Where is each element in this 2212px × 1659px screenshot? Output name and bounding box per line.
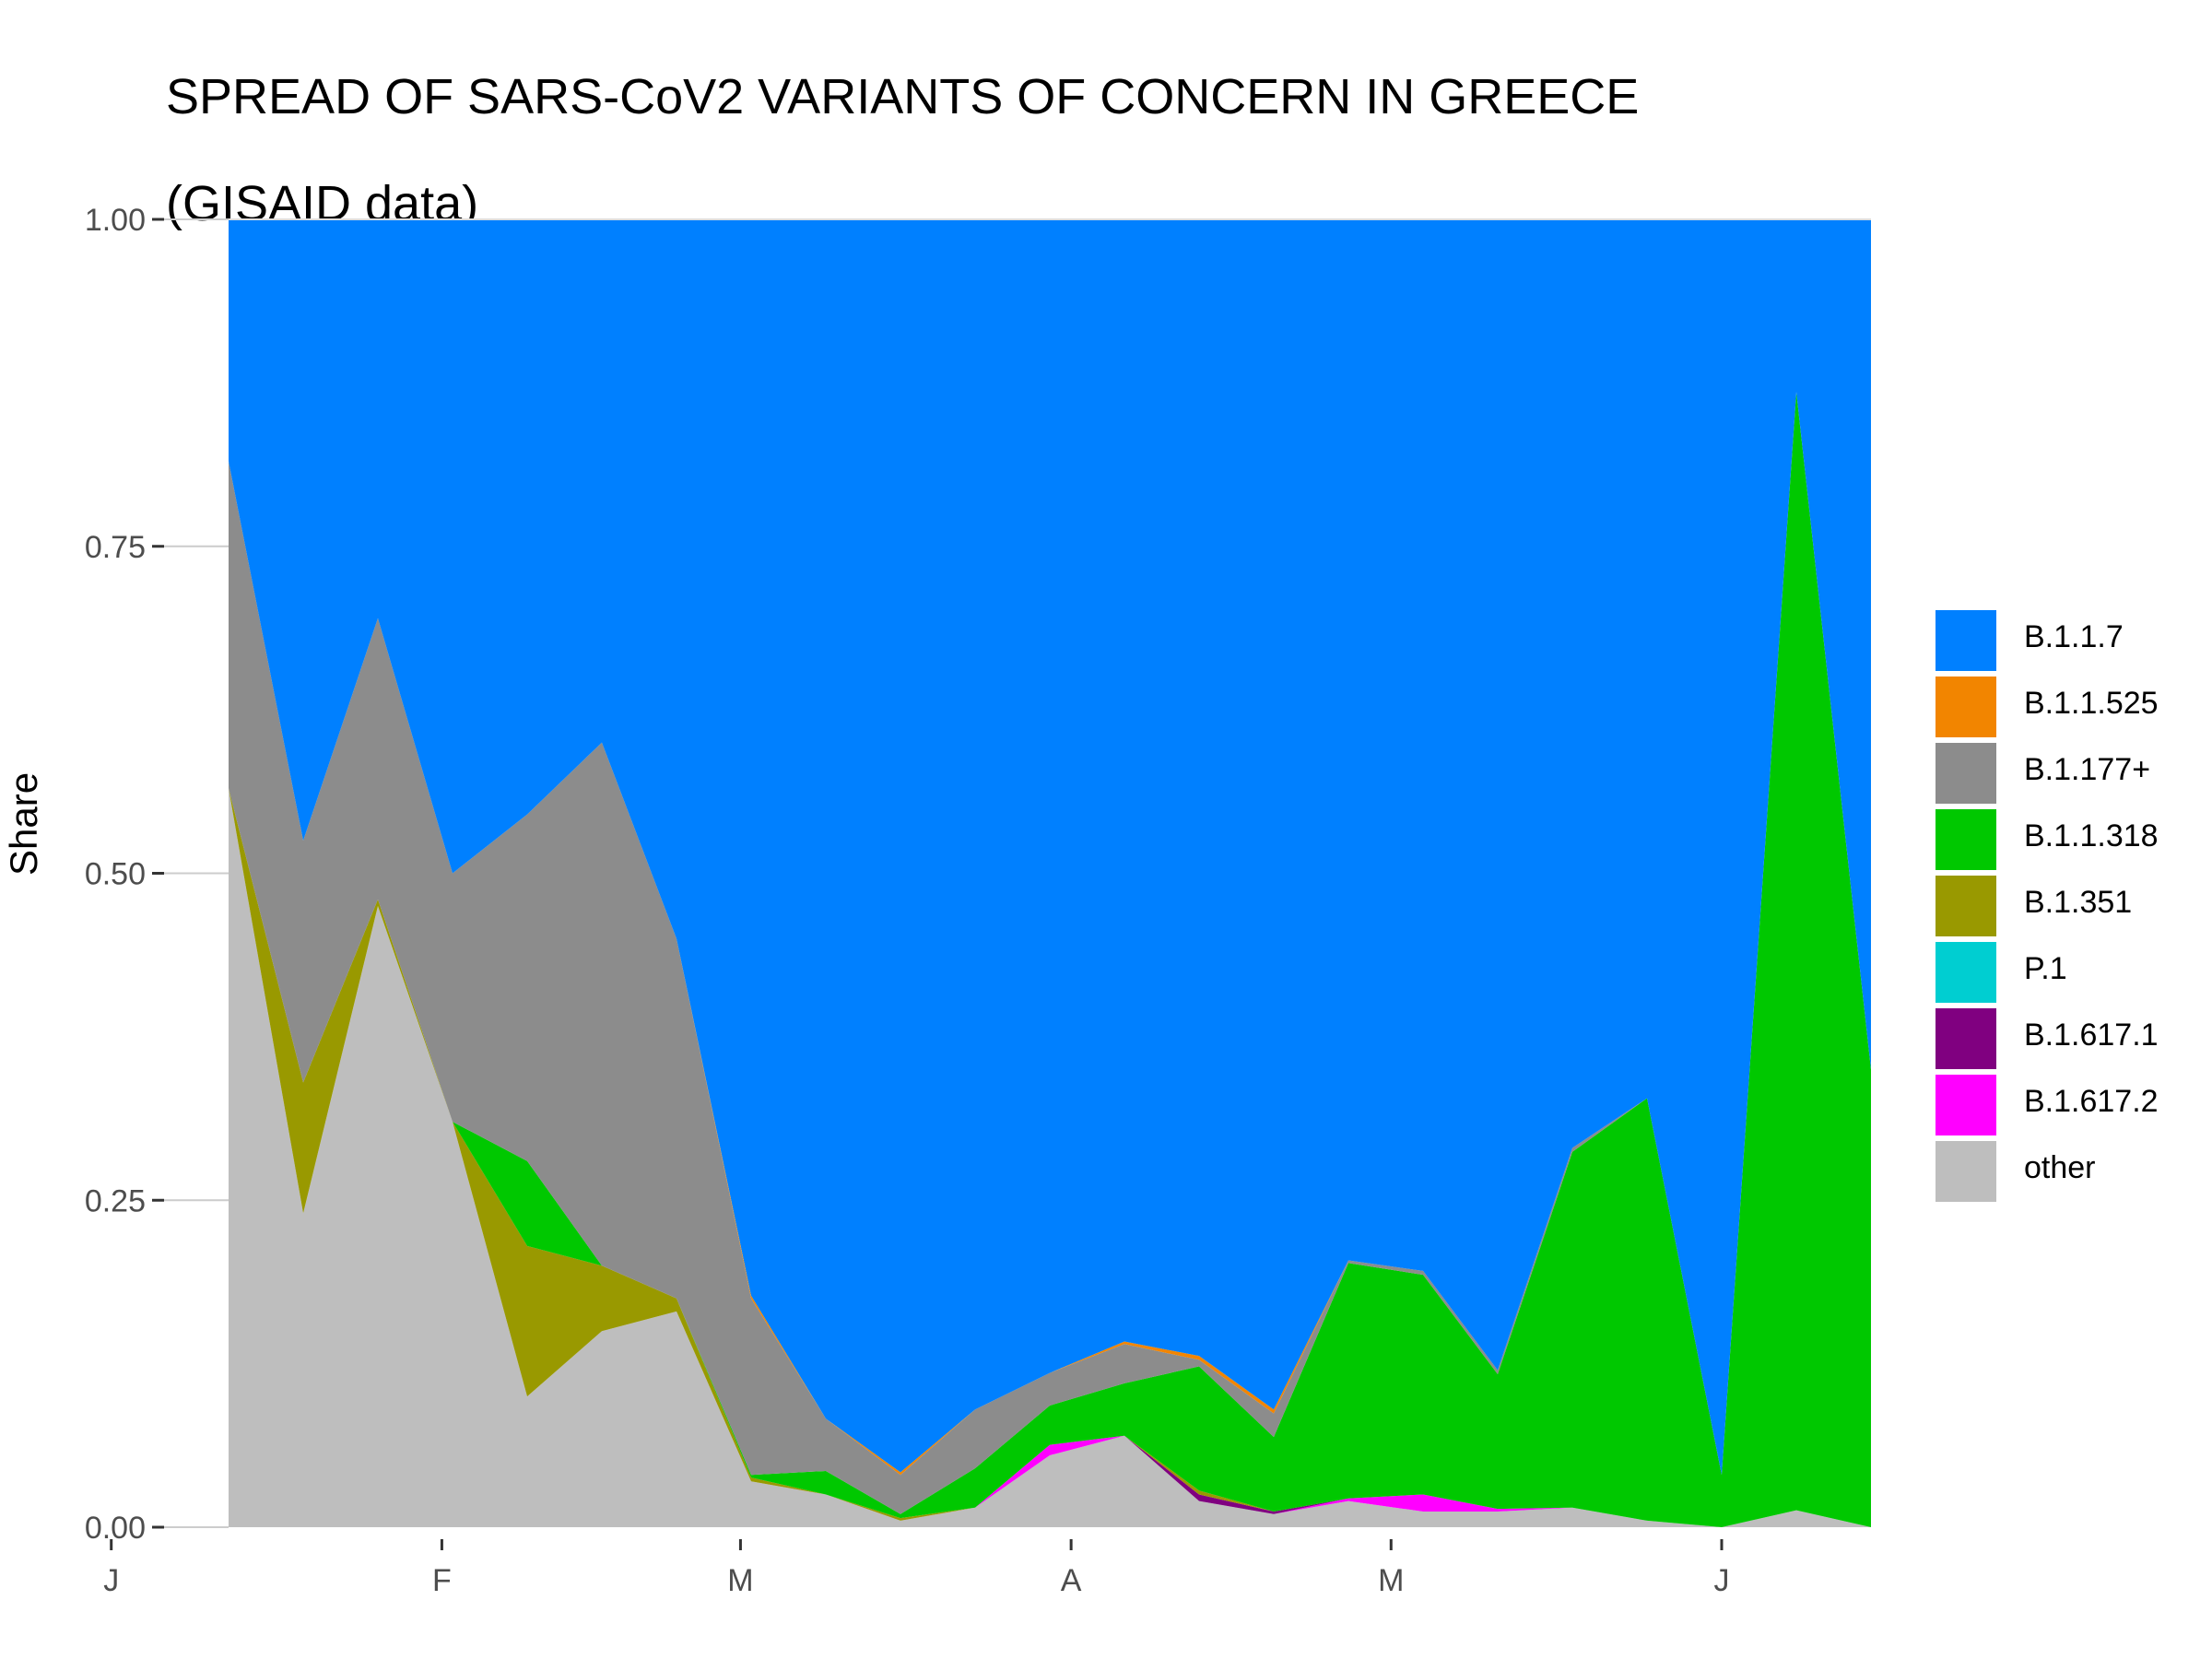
x-tick-label: A bbox=[1061, 1563, 1082, 1598]
legend-item-b-1-177: B.1.177+ bbox=[1936, 741, 2212, 806]
legend-item-b-1-1-7: B.1.1.7 bbox=[1936, 608, 2212, 673]
legend-swatch bbox=[1936, 876, 1996, 936]
y-tick-label: 1.00 bbox=[85, 203, 146, 238]
x-tick-label: M bbox=[1378, 1563, 1404, 1598]
x-tick-label: J bbox=[1714, 1563, 1730, 1598]
x-tick-label: F bbox=[432, 1563, 452, 1598]
y-tick-label: 0.50 bbox=[85, 857, 146, 892]
legend-swatch bbox=[1936, 743, 1996, 804]
legend-item-b-1-351: B.1.351 bbox=[1936, 874, 2212, 938]
legend-item-b-1-617-2: B.1.617.2 bbox=[1936, 1073, 2212, 1137]
chart-title: SPREAD OF SARS-CoV2 VARIANTS OF CONCERN … bbox=[166, 17, 1639, 284]
legend-item-b-1-1-318: B.1.1.318 bbox=[1936, 807, 2212, 872]
legend-label: B.1.1.525 bbox=[2024, 686, 2159, 721]
chart-title-line-1: SPREAD OF SARS-CoV2 VARIANTS OF CONCERN … bbox=[166, 69, 1640, 124]
legend-label: B.1.617.2 bbox=[2024, 1084, 2159, 1119]
legend-label: P.1 bbox=[2024, 951, 2067, 986]
legend-swatch bbox=[1936, 942, 1996, 1003]
y-tick-label: 0.75 bbox=[85, 530, 146, 565]
legend-label: B.1.1.318 bbox=[2024, 818, 2159, 853]
legend-label: B.1.177+ bbox=[2024, 752, 2151, 787]
legend-swatch bbox=[1936, 610, 1996, 671]
y-axis: 0.00 0.25 0.50 0.75 1.00 bbox=[85, 203, 1871, 1546]
y-tick-label: 0.00 bbox=[85, 1511, 146, 1546]
legend-swatch bbox=[1936, 1008, 1996, 1069]
legend-label: other bbox=[2024, 1150, 2096, 1185]
legend-label: B.1.351 bbox=[2024, 885, 2133, 920]
area-other bbox=[229, 788, 1871, 1527]
area-b-1-177 bbox=[229, 392, 1871, 1514]
x-tick-label: M bbox=[727, 1563, 753, 1598]
legend-swatch bbox=[1936, 1141, 1996, 1202]
area-b-1-1-318 bbox=[229, 392, 1871, 1527]
area-series-group bbox=[229, 219, 1871, 1527]
area-b-1-1-7 bbox=[229, 219, 1871, 1476]
legend-item-other: other bbox=[1936, 1139, 2212, 1204]
x-tick-label: J bbox=[103, 1563, 119, 1598]
y-tick-label: 0.25 bbox=[85, 1183, 146, 1218]
legend-item-b-1-617-1: B.1.617.1 bbox=[1936, 1006, 2212, 1071]
legend-label: B.1.1.7 bbox=[2024, 619, 2124, 654]
legend-label: B.1.617.1 bbox=[2024, 1018, 2159, 1053]
legend-item-p-1: P.1 bbox=[1936, 940, 2212, 1005]
legend-swatch bbox=[1936, 809, 1996, 870]
legend-swatch bbox=[1936, 1075, 1996, 1135]
legend-swatch bbox=[1936, 677, 1996, 737]
legend-item-b-1-1-525: B.1.1.525 bbox=[1936, 675, 2212, 739]
